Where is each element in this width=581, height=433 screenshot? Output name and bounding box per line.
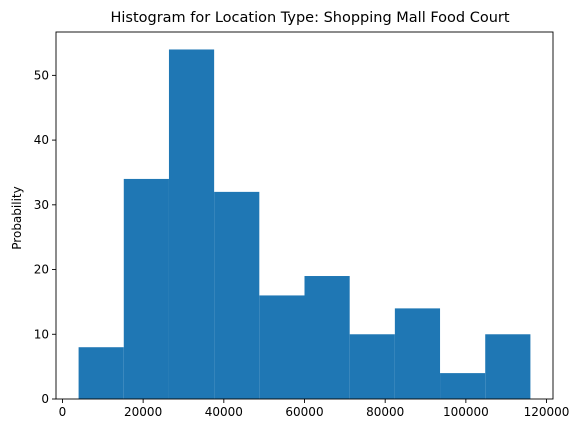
x-tick-label: 60000 bbox=[285, 405, 323, 419]
y-tick-label: 40 bbox=[34, 133, 49, 147]
x-tick-label: 80000 bbox=[366, 405, 404, 419]
histogram-bar bbox=[123, 178, 169, 399]
histogram-bar bbox=[168, 49, 215, 399]
x-tick-label: 100000 bbox=[443, 405, 489, 419]
y-tick-label: 20 bbox=[34, 263, 49, 277]
histogram-bar bbox=[304, 276, 350, 399]
histogram-bar bbox=[259, 295, 305, 399]
y-tick-label: 30 bbox=[34, 198, 49, 212]
y-axis-ticks: 0 10 20 30 40 50 bbox=[34, 68, 56, 406]
plot-frame bbox=[55, 31, 554, 400]
histogram-bar bbox=[440, 373, 486, 399]
histogram-bar bbox=[349, 334, 395, 399]
histogram-bar bbox=[394, 308, 441, 399]
y-axis-label: Probability bbox=[10, 186, 24, 249]
bars-group bbox=[78, 49, 531, 399]
x-tick-label: 40000 bbox=[205, 405, 243, 419]
histogram-bar bbox=[214, 191, 260, 399]
x-tick-label: 120000 bbox=[524, 405, 570, 419]
x-tick-label: 0 bbox=[59, 405, 67, 419]
chart-title: Histogram for Location Type: Shopping Ma… bbox=[110, 10, 509, 26]
histogram-bar bbox=[485, 334, 531, 399]
y-tick-label: 10 bbox=[34, 327, 49, 341]
x-tick-label: 20000 bbox=[124, 405, 162, 419]
y-tick-label: 50 bbox=[34, 68, 49, 82]
x-axis-ticks: 0 20000 40000 60000 80000 100000 120000 bbox=[59, 399, 570, 419]
y-tick-label: 0 bbox=[41, 392, 49, 406]
histogram-bar bbox=[78, 347, 124, 399]
